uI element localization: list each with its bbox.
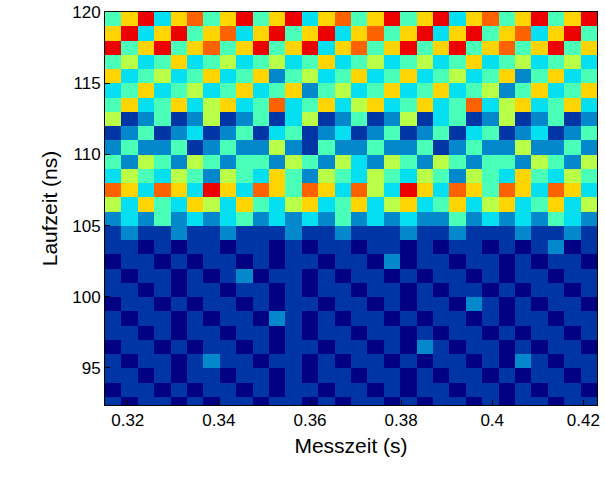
svg-text:0.4: 0.4 [480,411,504,430]
svg-text:0.38: 0.38 [385,411,418,430]
svg-text:100: 100 [72,288,100,307]
svg-text:0.34: 0.34 [202,411,235,430]
svg-text:Laufzeit (ns): Laufzeit (ns) [38,151,61,267]
svg-text:0.36: 0.36 [293,411,326,430]
svg-text:115: 115 [73,74,100,93]
svg-text:0.32: 0.32 [111,411,144,430]
svg-text:0.42: 0.42 [567,411,600,430]
svg-text:110: 110 [73,145,100,164]
svg-text:95: 95 [82,359,101,378]
svg-text:120: 120 [72,3,100,22]
svg-text:Messzeit (s): Messzeit (s) [294,434,407,457]
svg-text:105: 105 [72,217,100,236]
